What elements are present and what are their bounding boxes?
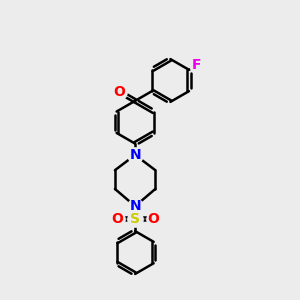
Text: O: O	[113, 85, 125, 99]
Text: N: N	[129, 148, 141, 162]
Text: O: O	[148, 212, 160, 226]
Text: N: N	[129, 199, 141, 213]
Text: O: O	[111, 212, 123, 226]
Text: S: S	[130, 212, 140, 226]
Text: F: F	[192, 58, 201, 72]
